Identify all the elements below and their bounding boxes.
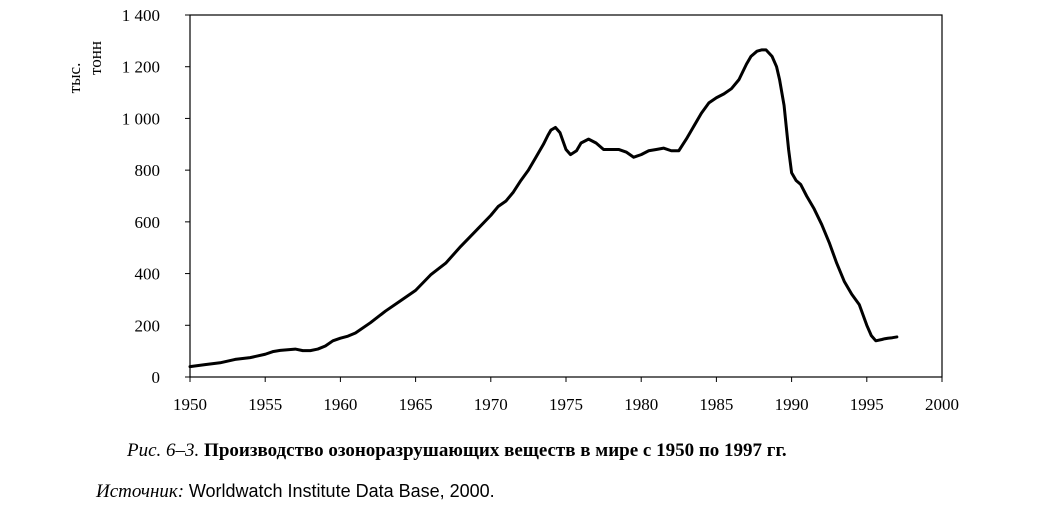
x-tick-label: 1965 [399,395,433,414]
x-tick-label: 1990 [775,395,809,414]
source-note: Источник: Worldwatch Institute Data Base… [96,481,495,503]
source-text: Worldwatch Institute Data Base, 2000. [188,481,495,501]
unit-label: тыс. тонн [65,41,105,93]
figure-number: Рис. 6–3. [127,440,200,461]
y-tick-label: 800 [135,161,161,180]
figure-title: Производство озоноразрушающих веществ в … [204,440,787,461]
y-tick-label: 400 [135,265,161,284]
ozone-chart: 0 200 400 600 800 1 000 1 200 1 400 1950 1955 196… [65,6,959,414]
plot-frame [189,14,943,378]
x-tick-label: 1960 [323,395,357,414]
y-tick-label: 1 200 [122,58,160,77]
y-tick-label: 1 400 [122,6,160,25]
x-tick-label: 1985 [699,395,733,414]
y-tick-label: 200 [135,316,161,335]
unit-label-line-2: тонн [86,41,105,75]
x-tick-label: 1980 [624,395,658,414]
y-axis: 0 200 400 600 800 1 000 1 200 1 400 [122,6,190,387]
source-label: Источник: [96,481,185,502]
y-tick-label: 1 000 [122,109,160,128]
figure-caption: Рис. 6–3. Производство озоноразрушающих … [127,440,787,462]
y-tick-label: 0 [152,368,161,387]
x-tick-label: 1950 [173,395,207,414]
series-line [188,48,899,369]
x-tick-label: 1995 [850,395,884,414]
x-tick-label: 1970 [474,395,508,414]
unit-label-line-1: тыс. [65,63,84,94]
x-axis: 1950 1955 1960 1965 1970 1975 1980 1985 1990 1995… [173,377,959,414]
x-tick-label: 2000 [925,395,959,414]
x-tick-label: 1955 [248,395,282,414]
x-tick-label: 1975 [549,395,583,414]
y-tick-label: 600 [135,213,161,232]
